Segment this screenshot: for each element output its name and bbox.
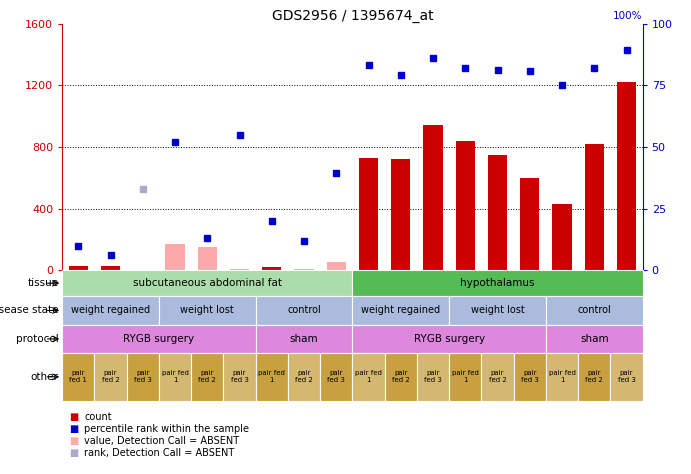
Text: protocol: protocol — [16, 334, 59, 344]
Text: value, Detection Call = ABSENT: value, Detection Call = ABSENT — [84, 436, 239, 446]
Text: pair
fed 3: pair fed 3 — [328, 370, 346, 383]
Bar — [359, 158, 378, 270]
Bar — [262, 267, 281, 270]
Text: subcutaneous abdominal fat: subcutaneous abdominal fat — [133, 278, 282, 288]
Bar — [68, 265, 88, 270]
Bar — [62, 325, 256, 353]
Bar — [482, 353, 513, 401]
Bar — [449, 296, 546, 325]
Text: count: count — [84, 412, 112, 422]
Bar — [62, 270, 352, 296]
Text: weight lost: weight lost — [471, 305, 524, 316]
Text: sham: sham — [580, 334, 609, 344]
Text: pair
fed 3: pair fed 3 — [231, 370, 249, 383]
Bar — [62, 296, 159, 325]
Text: other: other — [31, 372, 59, 382]
Text: 100%: 100% — [613, 11, 643, 21]
Text: ■: ■ — [69, 436, 78, 446]
Bar — [352, 325, 546, 353]
Bar — [198, 247, 217, 270]
Bar — [191, 353, 223, 401]
Bar — [585, 144, 604, 270]
Bar — [159, 353, 191, 401]
Bar — [95, 353, 126, 401]
Bar — [424, 126, 443, 270]
Bar — [165, 244, 184, 270]
Bar — [62, 353, 95, 401]
Bar — [546, 353, 578, 401]
Bar — [417, 353, 449, 401]
Title: GDS2956 / 1395674_at: GDS2956 / 1395674_at — [272, 9, 433, 23]
Text: pair fed
1: pair fed 1 — [162, 370, 189, 383]
Text: pair
fed 2: pair fed 2 — [198, 370, 216, 383]
Text: pair
fed 2: pair fed 2 — [102, 370, 120, 383]
Text: pair fed
1: pair fed 1 — [355, 370, 382, 383]
Bar — [578, 353, 610, 401]
Text: pair
fed 2: pair fed 2 — [489, 370, 507, 383]
Bar — [617, 82, 636, 270]
Text: pair
fed 3: pair fed 3 — [521, 370, 539, 383]
Bar — [352, 296, 449, 325]
Bar — [159, 296, 256, 325]
Bar — [256, 296, 352, 325]
Text: ■: ■ — [69, 424, 78, 434]
Text: pair
fed 3: pair fed 3 — [618, 370, 636, 383]
Bar — [455, 141, 475, 270]
Text: pair
fed 2: pair fed 2 — [392, 370, 410, 383]
Bar — [327, 262, 346, 270]
Bar — [552, 204, 571, 270]
Bar — [352, 353, 385, 401]
Text: pair
fed 3: pair fed 3 — [424, 370, 442, 383]
Text: weight regained: weight regained — [71, 305, 150, 316]
Bar — [288, 353, 320, 401]
Bar — [256, 353, 288, 401]
Bar — [449, 353, 482, 401]
Text: weight lost: weight lost — [180, 305, 234, 316]
Text: tissue: tissue — [28, 278, 59, 288]
Text: control: control — [287, 305, 321, 316]
Text: pair fed
1: pair fed 1 — [452, 370, 479, 383]
Bar — [256, 325, 352, 353]
Text: pair
fed 1: pair fed 1 — [69, 370, 87, 383]
Bar — [391, 159, 410, 270]
Bar — [294, 269, 314, 270]
Text: ■: ■ — [69, 447, 78, 458]
Bar — [513, 353, 546, 401]
Text: RYGB surgery: RYGB surgery — [124, 334, 194, 344]
Bar — [230, 269, 249, 270]
Bar — [352, 270, 643, 296]
Bar — [320, 353, 352, 401]
Bar — [546, 296, 643, 325]
Text: RYGB surgery: RYGB surgery — [414, 334, 484, 344]
Bar — [488, 155, 507, 270]
Bar — [610, 353, 643, 401]
Text: pair fed
1: pair fed 1 — [258, 370, 285, 383]
Bar — [126, 353, 159, 401]
Bar — [385, 353, 417, 401]
Text: pair
fed 2: pair fed 2 — [295, 370, 313, 383]
Text: pair fed
1: pair fed 1 — [549, 370, 576, 383]
Text: sham: sham — [290, 334, 319, 344]
Bar — [546, 325, 643, 353]
Text: weight regained: weight regained — [361, 305, 440, 316]
Text: disease state: disease state — [0, 305, 59, 316]
Text: hypothalamus: hypothalamus — [460, 278, 535, 288]
Bar — [101, 265, 120, 270]
Text: pair
fed 2: pair fed 2 — [585, 370, 603, 383]
Text: ■: ■ — [69, 412, 78, 422]
Bar — [223, 353, 256, 401]
Text: pair
fed 3: pair fed 3 — [134, 370, 152, 383]
Text: control: control — [578, 305, 611, 316]
Text: percentile rank within the sample: percentile rank within the sample — [84, 424, 249, 434]
Text: rank, Detection Call = ABSENT: rank, Detection Call = ABSENT — [84, 447, 234, 458]
Bar — [520, 178, 540, 270]
